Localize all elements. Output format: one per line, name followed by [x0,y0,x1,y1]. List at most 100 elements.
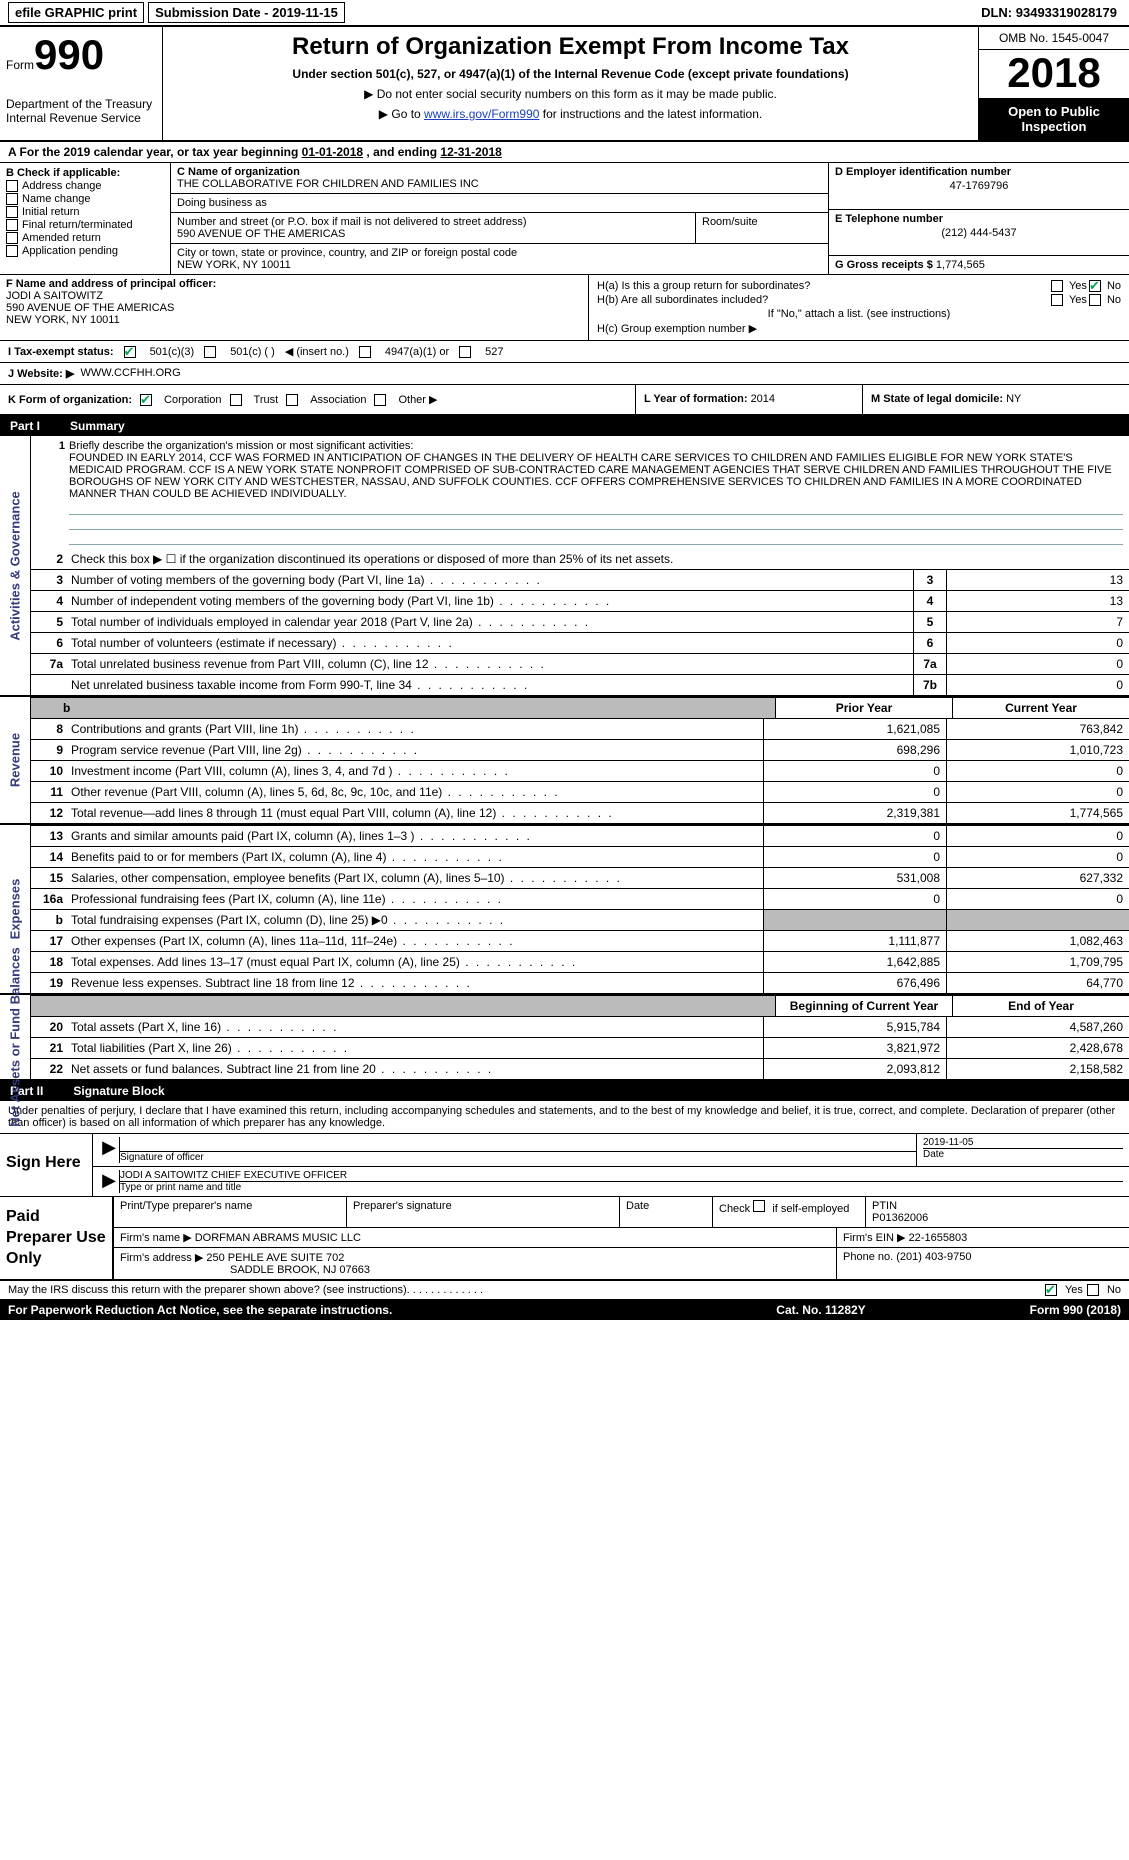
checkbox-icon[interactable] [359,346,371,358]
checkbox-icon[interactable] [753,1200,765,1212]
line-num: 20 [31,1017,67,1037]
line-text: Total assets (Part X, line 16) [67,1017,763,1037]
pp-header-row: Print/Type preparer's name Preparer's si… [114,1197,1129,1228]
current-value: 763,842 [946,719,1129,739]
line-text: Benefits paid to or for members (Part IX… [67,847,763,867]
checkbox-icon[interactable] [1089,280,1101,292]
sign-here-label: Sign Here [0,1134,92,1196]
checkbox-icon[interactable] [286,394,298,406]
checkbox-icon[interactable] [1045,1284,1057,1296]
page-footer: For Paperwork Reduction Act Notice, see … [0,1300,1129,1320]
checkbox-icon[interactable] [374,394,386,406]
phone-value: (212) 444-5437 [835,227,1123,239]
cb-amended-return[interactable]: Amended return [6,232,164,244]
cb-address-change[interactable]: Address change [6,180,164,192]
line-num: 7a [31,654,67,674]
current-value: 2,158,582 [946,1059,1129,1079]
header-right: OMB No. 1545-0047 2018 Open to Public In… [978,27,1129,140]
officer-name: JODI A SAITOWITZ [6,290,582,302]
arrow-icon: ▶ [99,1137,120,1163]
checkbox-icon[interactable] [204,346,216,358]
h-group-return: H(a) Is this a group return for subordin… [589,275,1129,340]
efile-print-button[interactable]: efile GRAPHIC print [8,2,144,23]
yes-label: Yes [1069,294,1087,306]
officer-printed-name: JODI A SAITOWITZ CHIEF EXECUTIVE OFFICER [120,1170,1123,1181]
line-num: 15 [31,868,67,888]
goto-instructions: ▶ Go to www.irs.gov/Form990 for instruct… [173,107,968,121]
checkbox-icon[interactable] [140,394,152,406]
summary-row: 21 Total liabilities (Part X, line 26) 3… [31,1037,1129,1058]
net-assets-section: Net Assets or Fund Balances Beginning of… [0,995,1129,1081]
current-value: 0 [946,782,1129,802]
b-title: B Check if applicable: [6,167,164,179]
m-label: M State of legal domicile: [871,393,1006,405]
checkbox-icon[interactable] [124,346,136,358]
line-num: 18 [31,952,67,972]
prior-current-header: b Prior Year Current Year [31,697,1129,718]
goto-post: for instructions and the latest informat… [539,107,762,121]
irs-discuss-row: May the IRS discuss this return with the… [0,1281,1129,1300]
line-text: Revenue less expenses. Subtract line 18 … [67,973,763,993]
line-text: Net assets or fund balances. Subtract li… [67,1059,763,1079]
pp-check-label: Check [719,1203,750,1215]
checkbox-icon[interactable] [1051,280,1063,292]
cb-initial-return[interactable]: Initial return [6,206,164,218]
prior-value: 2,319,381 [763,803,946,823]
form-990: 990 [34,31,104,78]
row-i-tax-exempt: I Tax-exempt status: 501(c)(3) 501(c) ( … [0,341,1129,363]
summary-row: 11 Other revenue (Part VIII, column (A),… [31,781,1129,802]
line-text: Number of independent voting members of … [67,591,913,611]
pp-firm-addr-row: Firm's address ▶ 250 PEHLE AVE SUITE 702… [114,1248,1129,1279]
current-value: 64,770 [946,973,1129,993]
firm-name: DORFMAN ABRAMS MUSIC LLC [195,1232,361,1244]
checkbox-icon[interactable] [230,394,242,406]
activities-governance-section: Activities & Governance 1 Briefly descri… [0,436,1129,697]
line-text: Total liabilities (Part X, line 26) [67,1038,763,1058]
line-num: 11 [31,782,67,802]
form-990-page: efile GRAPHIC print Submission Date - 20… [0,0,1129,1320]
begin-end-header: Beginning of Current Year End of Year [31,995,1129,1016]
dln-value: 93493319028179 [1016,5,1117,20]
checkbox-icon[interactable] [1089,294,1101,306]
top-bar: efile GRAPHIC print Submission Date - 20… [0,0,1129,27]
header-middle: Return of Organization Exempt From Incom… [163,27,978,140]
cb-application-pending[interactable]: Application pending [6,245,164,257]
prior-value: 0 [763,761,946,781]
dots [407,1284,483,1296]
summary-row: 22 Net assets or fund balances. Subtract… [31,1058,1129,1079]
irs-link[interactable]: www.irs.gov/Form990 [424,107,539,121]
expenses-section: Expenses 13 Grants and similar amounts p… [0,825,1129,995]
name-title-label: Type or print name and title [120,1181,1123,1193]
hb-label: H(b) Are all subordinates included? [597,294,768,306]
vert-revenue: Revenue [0,697,31,823]
summary-row: 20 Total assets (Part X, line 16) 5,915,… [31,1016,1129,1037]
checkbox-icon[interactable] [459,346,471,358]
row-a-tax-year: A For the 2019 calendar year, or tax yea… [0,142,1129,163]
summary-row: b Total fundraising expenses (Part IX, c… [31,909,1129,930]
line-text: Grants and similar amounts paid (Part IX… [67,826,763,846]
addr-label: Number and street (or P.O. box if mail i… [177,216,695,228]
date-label: Date [923,1148,1123,1160]
line-num: 14 [31,847,67,867]
website-value: WWW.CCFHH.ORG [80,367,180,380]
no-label: No [1107,280,1121,292]
current-value: 1,010,723 [946,740,1129,760]
line-text: Total expenses. Add lines 13–17 (must eq… [67,952,763,972]
line-num: 19 [31,973,67,993]
hb-note: If "No," attach a list. (see instruction… [597,308,1121,320]
begin-year-header: Beginning of Current Year [775,996,952,1016]
line-text: Investment income (Part VIII, column (A)… [67,761,763,781]
summary-row: 13 Grants and similar amounts paid (Part… [31,825,1129,846]
cb-name-change[interactable]: Name change [6,193,164,205]
j-label: J Website: ▶ [8,367,74,380]
submission-date: 2019-11-15 [272,5,338,20]
checkbox-icon[interactable] [1087,1284,1099,1296]
cb-final-return[interactable]: Final return/terminated [6,219,164,231]
pp-h4: Check if self-employed [713,1197,866,1227]
checkbox-icon[interactable] [1051,294,1063,306]
k-label: K Form of organization: [8,394,132,406]
department: Department of the Treasury Internal Reve… [6,97,156,125]
current-value: 0 [946,826,1129,846]
l-value: 2014 [751,393,775,405]
part-2-title: Signature Block [73,1084,164,1098]
